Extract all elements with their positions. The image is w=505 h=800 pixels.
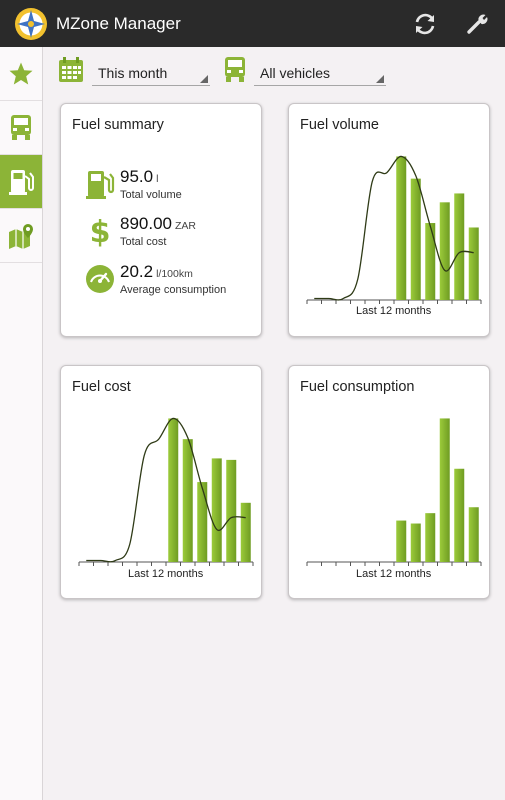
period-select-value: This month [98, 65, 168, 81]
wrench-icon [467, 14, 488, 34]
bar [454, 468, 465, 562]
x-axis-label: Last 12 months [128, 568, 204, 580]
fuel-cost-chart [78, 417, 254, 566]
bar [425, 513, 436, 562]
compass-logo-icon[interactable] [14, 7, 48, 41]
sidebar-item-map[interactable] [0, 209, 42, 263]
card-title: Fuel consumption [300, 379, 415, 395]
bar [396, 156, 407, 300]
sidebar [0, 47, 43, 800]
bar [425, 223, 436, 300]
x-axis-label: Last 12 months [356, 305, 432, 317]
trend-line [314, 155, 474, 301]
sidebar-item-favourites[interactable] [0, 47, 42, 101]
action-bar: MZone Manager [0, 0, 505, 47]
total-cost-value: 890.00 [120, 214, 172, 233]
bar [197, 482, 208, 562]
total-volume-label: Total volume [120, 189, 182, 201]
speedometer-icon [86, 265, 114, 293]
avg-consumption-unit: l/100km [156, 268, 193, 280]
vehicle-filter: All vehicles [222, 56, 386, 88]
bar [240, 502, 251, 562]
bar [168, 418, 179, 562]
truck-icon [11, 114, 31, 140]
bar [439, 202, 450, 300]
fuel-cost-card[interactable]: Fuel cost Last 12 months [60, 365, 262, 599]
fuel-pump-icon [86, 171, 115, 199]
fuel-consumption-card[interactable]: Fuel consumption Last 12 months [288, 365, 490, 599]
vehicle-select[interactable]: All vehicles [254, 56, 386, 86]
truck-icon [225, 57, 245, 82]
period-select[interactable]: This month [92, 56, 210, 86]
fuel-volume-card[interactable]: Fuel volume Last 12 months [288, 103, 490, 337]
app-title: MZone Manager [56, 13, 181, 33]
bar [396, 520, 407, 562]
card-title: Fuel volume [300, 117, 379, 133]
avg-consumption-value: 20.2 [120, 262, 154, 281]
bar [439, 418, 450, 562]
dropdown-triangle-icon [376, 75, 384, 83]
bar [410, 523, 421, 562]
total-cost-unit: ZAR [175, 220, 196, 232]
bar [468, 227, 479, 300]
period-filter: This month [58, 56, 210, 88]
fuel-consumption-chart [306, 418, 482, 566]
bar [211, 458, 222, 562]
calendar-icon [59, 57, 83, 82]
sidebar-item-vehicles[interactable] [0, 101, 42, 155]
fuel-volume-chart [306, 155, 482, 304]
vehicle-select-value: All vehicles [260, 65, 331, 81]
bar [226, 459, 237, 562]
bar [410, 178, 421, 300]
x-axis-label: Last 12 months [356, 568, 432, 580]
fuel-pump-icon [9, 169, 34, 195]
sidebar-item-fuel[interactable] [0, 155, 42, 209]
refresh-button[interactable] [409, 8, 441, 40]
bar [468, 507, 479, 562]
total-cost-label: Total cost [120, 236, 167, 248]
dropdown-triangle-icon [200, 75, 208, 83]
trend-line [86, 417, 246, 563]
bar [182, 439, 193, 562]
card-title: Fuel summary [72, 117, 164, 133]
refresh-icon [415, 13, 435, 35]
total-volume-unit: l [156, 173, 159, 185]
settings-button[interactable] [462, 8, 494, 40]
avg-consumption-label: Average consumption [120, 284, 227, 296]
bar [454, 193, 465, 300]
svg-text:$: $ [90, 215, 111, 248]
dollar-icon: $ [90, 215, 111, 248]
card-title: Fuel cost [72, 379, 131, 395]
star-icon [9, 62, 33, 84]
total-volume-value: 95.0 [120, 167, 154, 186]
map-pin-icon [9, 223, 33, 249]
fuel-summary-card[interactable]: Fuel summary 95.0 l Total volume $ 890.00… [60, 103, 262, 337]
